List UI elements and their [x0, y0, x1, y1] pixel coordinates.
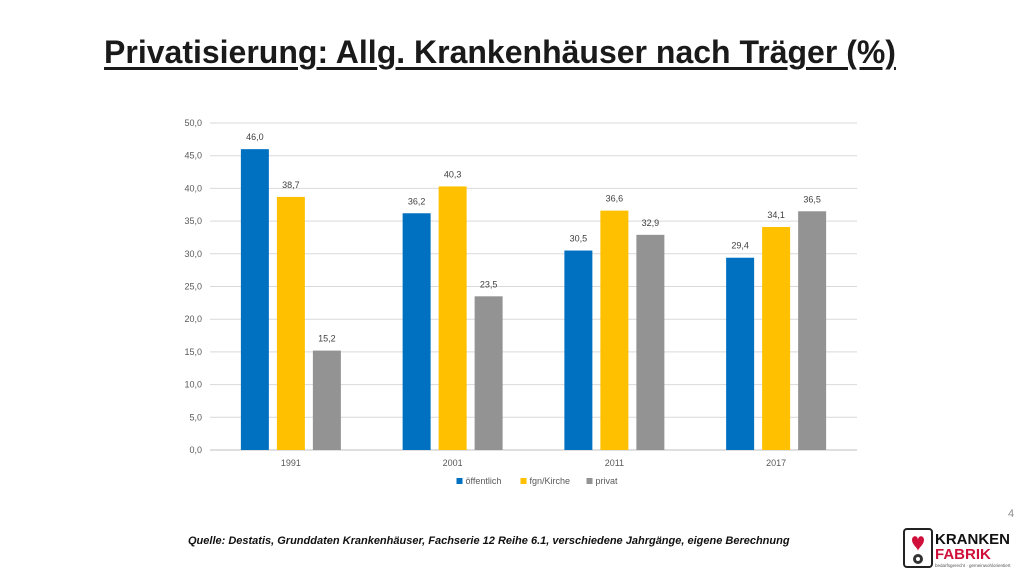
krankenfabrik-logo: KRANKEN FABRIK bedarfsgerecht · gemeinwo… [903, 528, 1011, 568]
data-label: 36,6 [606, 194, 624, 204]
data-label: 36,2 [408, 196, 426, 206]
x-tick-label: 1991 [281, 458, 301, 468]
bar [762, 226, 791, 450]
logo-line1: KRANKEN [935, 531, 1010, 548]
bar [798, 211, 827, 450]
data-label: 30,5 [570, 234, 588, 244]
slide-title: Privatisierung: Allg. Krankenhäuser nach… [104, 34, 896, 70]
data-label: 36,5 [803, 194, 821, 204]
data-label: 15,2 [318, 334, 336, 344]
data-label: 29,4 [731, 241, 749, 251]
logo-tagline: bedarfsgerecht · gemeinwohlorientiert [935, 563, 1011, 568]
legend-swatch [586, 478, 593, 484]
bar [438, 186, 467, 451]
y-tick-label: 20,0 [184, 314, 202, 324]
y-tick-label: 30,0 [184, 249, 202, 259]
logo-line2: FABRIK [935, 546, 991, 563]
data-label: 32,9 [642, 218, 660, 228]
legend-swatch [456, 478, 463, 484]
legend-swatch [520, 478, 527, 484]
y-tick-label: 50,0 [184, 118, 202, 128]
bar [726, 257, 755, 450]
source-note: Quelle: Destatis, Grunddaten Krankenhäus… [188, 535, 790, 547]
data-label: 40,3 [444, 169, 462, 179]
bar [402, 213, 431, 450]
page-number: 4 [1008, 508, 1015, 520]
bar [564, 250, 593, 450]
x-tick-label: 2017 [766, 458, 786, 468]
y-tick-label: 35,0 [184, 216, 202, 226]
bar [636, 234, 665, 450]
y-tick-label: 10,0 [184, 380, 202, 390]
legend-label: öffentlich [466, 476, 502, 486]
bar [240, 149, 269, 450]
legend-label: fgn/Kirche [530, 476, 571, 486]
x-tick-label: 2011 [605, 458, 624, 468]
bar [276, 196, 305, 450]
bar [600, 210, 629, 450]
data-label: 23,5 [480, 279, 498, 289]
y-tick-label: 5,0 [189, 412, 202, 422]
y-tick-label: 15,0 [184, 347, 202, 357]
bar [312, 350, 341, 450]
y-tick-label: 0,0 [189, 445, 202, 455]
y-tick-label: 45,0 [184, 151, 202, 161]
y-tick-label: 40,0 [184, 183, 202, 193]
bar [474, 296, 503, 450]
x-tick-label: 2001 [443, 458, 463, 468]
data-label: 34,1 [767, 210, 785, 220]
data-label: 46,0 [246, 132, 264, 142]
y-tick-label: 25,0 [184, 282, 202, 292]
legend-label: privat [596, 476, 619, 486]
data-label: 38,7 [282, 180, 300, 190]
